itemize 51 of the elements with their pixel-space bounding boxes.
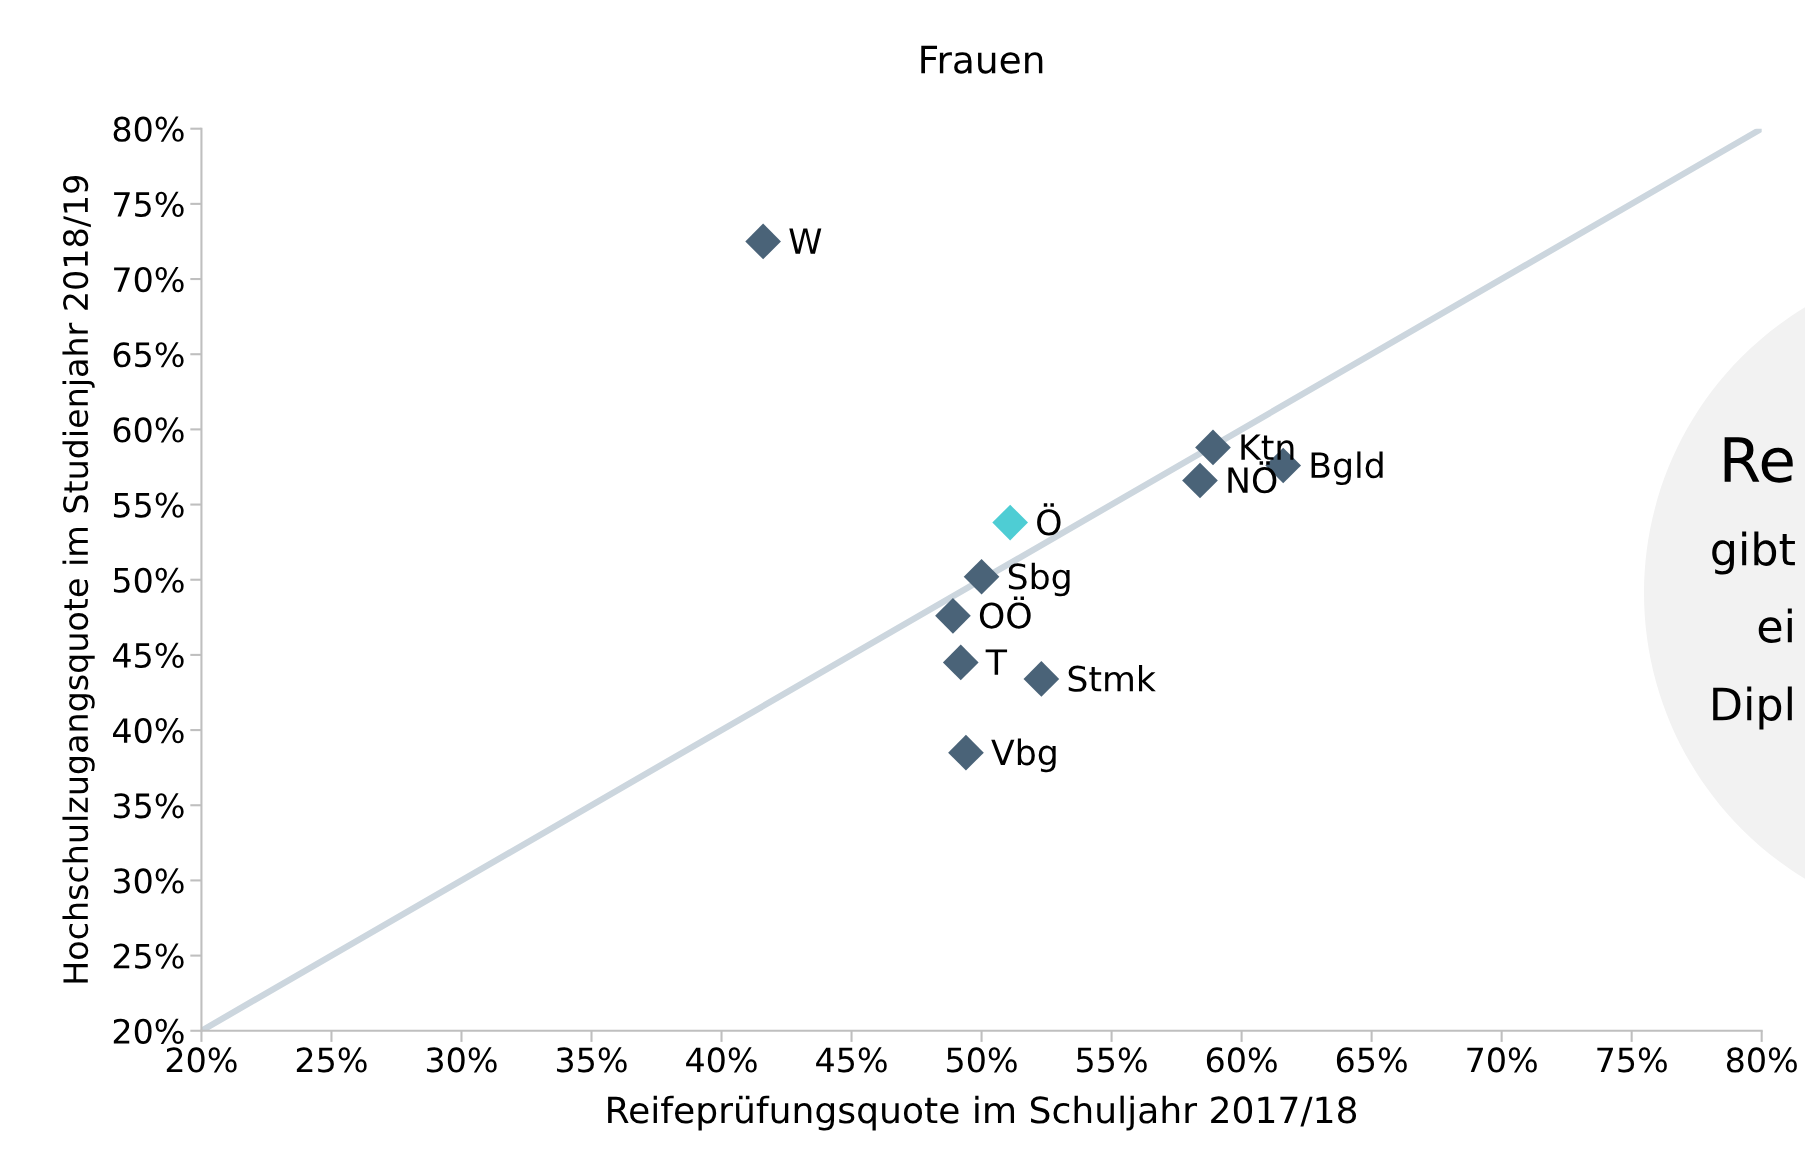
- y-tick-label: 55%: [113, 492, 184, 518]
- point: [948, 734, 984, 771]
- x-tick-label: 20%: [166, 1047, 237, 1073]
- y-tick-label: 25%: [113, 943, 184, 969]
- point: [942, 644, 979, 681]
- y-tick-label: 50%: [113, 567, 184, 593]
- annotation: Bgld: [1311, 451, 1383, 486]
- point: [992, 504, 1028, 541]
- point: [1182, 462, 1218, 499]
- point: [745, 223, 781, 260]
- y-axis-title: Hochschulzugangsquote im Studienjahr 2018/19: [62, 176, 95, 983]
- y-tick-label: 80%: [113, 116, 184, 142]
- x-tick-label: 35%: [557, 1047, 627, 1073]
- point: [1023, 661, 1060, 697]
- annotation: Stmk: [1068, 664, 1156, 692]
- annotation: Ktn: [1241, 434, 1294, 460]
- x-tick-label: 50%: [947, 1047, 1017, 1073]
- y-tick-label: 35%: [113, 793, 184, 819]
- annotation: Re: [1724, 437, 1793, 483]
- point: [935, 597, 971, 634]
- x-tick-label: 65%: [1336, 1047, 1407, 1073]
- y-tick-label: 45%: [113, 642, 184, 669]
- x-tick-label: 75%: [1597, 1047, 1667, 1073]
- x-tick-label: 25%: [296, 1047, 367, 1073]
- y-tick-label: 70%: [114, 266, 184, 293]
- y-tick-label: 65%: [113, 342, 184, 368]
- y-tick-label: 30%: [113, 868, 184, 894]
- x-tick-label: 60%: [1206, 1047, 1277, 1073]
- x-axis-title: Reifeprüfungsquote im Schuljahr 2017/18: [608, 1095, 1357, 1131]
- annotation: gibt: [1712, 531, 1795, 575]
- annotation: Sbg: [1008, 562, 1070, 597]
- annotation: Vbg: [991, 738, 1056, 773]
- x-tick-label: 40%: [686, 1047, 757, 1073]
- y-tick-label: 40%: [113, 718, 184, 744]
- annotation: Ö: [1037, 503, 1061, 536]
- annotation: W: [789, 228, 822, 254]
- y-tick-label: 75%: [114, 191, 184, 218]
- y-tick-label: 60%: [113, 417, 184, 443]
- x-tick-label: 70%: [1467, 1047, 1537, 1073]
- x-tick-label: 55%: [1077, 1047, 1147, 1073]
- chart-title: Frauen: [921, 45, 1043, 74]
- annotation: NÖ: [1228, 461, 1277, 494]
- x-tick-label: 45%: [816, 1047, 887, 1073]
- annotation: Dipl: [1713, 686, 1792, 730]
- point: [963, 558, 1000, 595]
- annotation: ei: [1758, 608, 1792, 643]
- annotation: T: [985, 649, 1008, 675]
- x-tick-label: 80%: [1726, 1047, 1797, 1073]
- x-tick-label: 30%: [426, 1047, 497, 1073]
- annotation: OÖ: [979, 596, 1031, 629]
- y-tick-label: 20%: [113, 1018, 184, 1044]
